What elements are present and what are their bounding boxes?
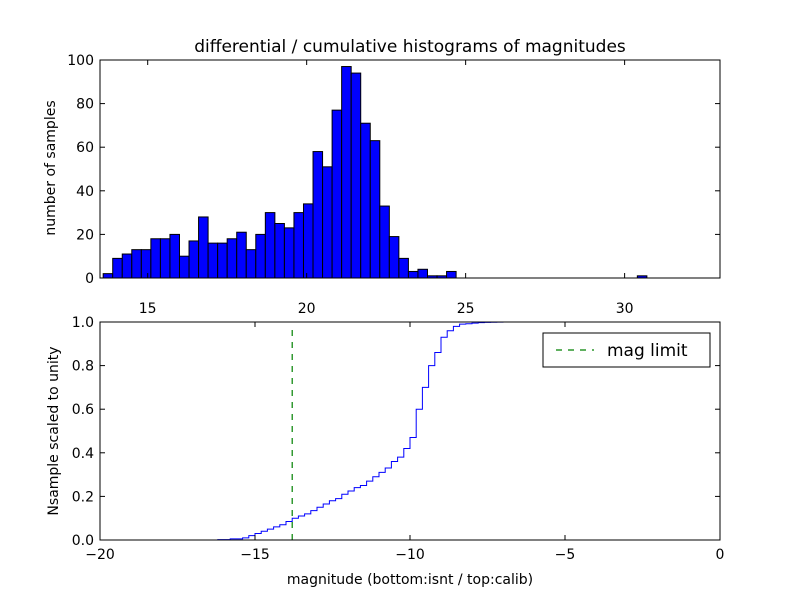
histogram-bar (217, 242, 228, 279)
histogram-bar (198, 216, 209, 279)
top-x-ticks: 15 20 25 30 (139, 60, 634, 317)
histogram-bar (312, 151, 324, 279)
y-tick-label: 0.8 (72, 359, 94, 375)
histogram-bar (360, 122, 371, 279)
y-tick-label: 80 (76, 97, 94, 113)
histogram-bar (350, 72, 362, 279)
histogram-bar (112, 257, 123, 279)
bottom-axes-frame (99, 321, 721, 541)
bottom-y-axis-label: Nsample scaled to unity (46, 346, 62, 515)
histogram-bar (417, 268, 428, 279)
histogram-bar (178, 255, 190, 279)
histogram-bar (150, 238, 161, 279)
histogram-bar (369, 140, 381, 279)
histogram-bar (140, 249, 152, 279)
histogram-bar (169, 233, 180, 279)
bottom-y-ticks: 0.0 0.2 0.4 0.6 0.8 1.0 (72, 315, 720, 549)
bottom-cumulative-panel: magnitude (bottom:isnt / top:calib) Nsam… (46, 315, 724, 588)
histogram-bar (388, 236, 400, 279)
histogram-bar (331, 109, 343, 279)
top-y-ticks: 0 20 40 60 80 100 (67, 53, 720, 287)
histogram-bar (255, 233, 266, 279)
x-tick-label: −5 (555, 547, 576, 563)
histogram-bar (398, 257, 409, 279)
y-tick-label: 1.0 (72, 315, 94, 331)
histogram-bar (264, 212, 276, 279)
x-tick-label: −15 (240, 547, 270, 563)
x-tick-label: 0 (716, 547, 725, 563)
histogram-bar (236, 231, 247, 279)
histogram-bar (283, 227, 295, 279)
x-tick-label: 25 (457, 301, 475, 317)
y-tick-label: 60 (76, 140, 94, 156)
bottom-x-ticks: −20 −15 −10 −5 0 (85, 322, 724, 563)
y-tick-label: 0 (85, 271, 94, 287)
top-y-axis-label: number of samples (43, 100, 59, 235)
histogram-bar (207, 242, 219, 279)
y-tick-label: 0.6 (72, 402, 94, 418)
histogram-bar (341, 66, 352, 279)
histogram-bar (407, 270, 419, 279)
histogram-bar (322, 166, 333, 279)
top-histogram-panel: differential / cumulative histograms of … (43, 37, 721, 317)
y-tick-label: 0.0 (72, 533, 94, 549)
y-tick-label: 0.4 (72, 446, 94, 462)
y-tick-label: 20 (76, 227, 94, 243)
top-histogram-bars (102, 66, 648, 279)
histogram-bar (188, 240, 200, 279)
histogram-bar (226, 238, 238, 279)
histogram-bar (121, 253, 133, 279)
top-chart-title: differential / cumulative histograms of … (194, 37, 626, 57)
histogram-bar (159, 238, 171, 279)
x-tick-label: −10 (395, 547, 425, 563)
x-tick-label: −20 (85, 547, 115, 563)
histogram-bar (274, 223, 285, 279)
x-tick-label: 30 (616, 301, 634, 317)
y-tick-label: 40 (76, 184, 94, 200)
bottom-x-axis-label: magnitude (bottom:isnt / top:calib) (287, 572, 533, 588)
top-axes-frame (99, 59, 721, 279)
y-tick-label: 0.2 (72, 489, 94, 505)
histogram-bar (302, 203, 314, 279)
x-tick-label: 20 (298, 301, 316, 317)
histogram-bar (245, 249, 257, 279)
x-tick-label: 15 (139, 301, 157, 317)
y-tick-label: 100 (67, 53, 94, 69)
histogram-bar (102, 273, 114, 279)
histogram-bar (131, 249, 142, 279)
legend: mag limit (542, 332, 711, 368)
cumulative-step-line (100, 321, 720, 541)
legend-mag-limit-label: mag limit (607, 341, 688, 361)
histogram-bar (293, 212, 304, 279)
histogram-bar (446, 270, 457, 279)
histogram-bar (379, 205, 390, 279)
